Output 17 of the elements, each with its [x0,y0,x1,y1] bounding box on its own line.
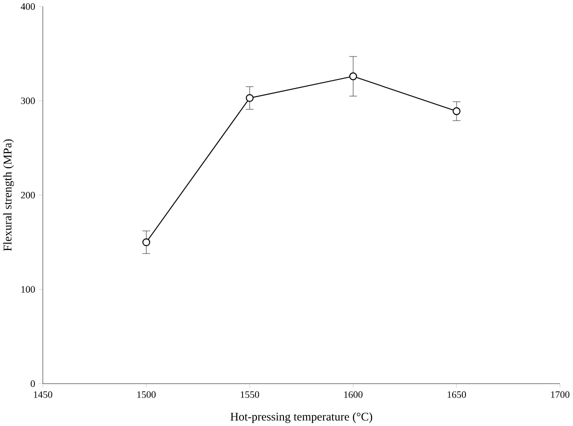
x-tick-label: 1650 [448,391,466,398]
y-tick-label: 400 [20,3,35,10]
y-tick-label: 300 [21,97,35,104]
y-tick-label: 100 [21,286,35,293]
y-tick-label: 200 [21,192,35,198]
x-tick-label: 1500 [137,391,156,398]
x-tick-label: 1700 [551,391,570,398]
point [452,107,460,115]
x-axis-title: Hot-pressing temperature (°C) [230,412,372,423]
y-axis-title: Flexural strength (MPa) [3,139,14,251]
point [349,72,358,80]
y-tick-label: 0 [30,380,35,387]
point [142,238,150,246]
x-tick-label: 1550 [240,391,260,398]
point [246,94,254,102]
x-tick-label: 1600 [344,391,363,398]
x-tick-label: 1450 [34,391,52,398]
